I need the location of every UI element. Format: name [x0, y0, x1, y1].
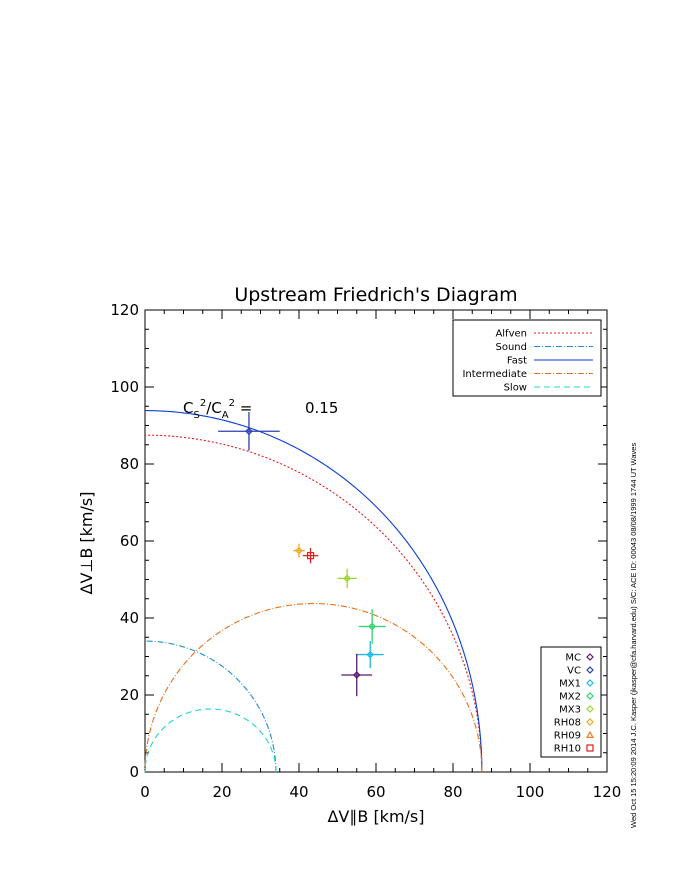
curve-legend-label: Fast	[507, 356, 527, 367]
x-tick-label: 80	[443, 783, 462, 801]
data-point-mx2	[358, 609, 386, 644]
point-legend-marker	[585, 730, 595, 738]
point-legend-label: RH09	[554, 731, 581, 742]
point-legend-label: RH08	[554, 718, 581, 729]
ratio-annotation: CS2/CA2 =	[183, 398, 252, 421]
curve-sound	[145, 640, 277, 772]
x-tick-label: 120	[593, 783, 622, 801]
x-axis-label: ΔV∥B [km/s]	[327, 807, 424, 826]
y-axis-label: ΔV⊥B [km/s]	[77, 492, 96, 595]
data-points	[218, 412, 386, 697]
point-legend-marker	[586, 679, 594, 687]
y-tick-label: 40	[120, 609, 139, 627]
point-legend-label: MC	[565, 653, 581, 664]
ratio-sup-a: 2	[229, 398, 235, 409]
y-tick-label: 20	[120, 686, 139, 704]
ratio-sub-s: S	[193, 410, 199, 421]
point-legend-marker	[586, 692, 594, 700]
ratio-sub-a: A	[222, 410, 229, 421]
ratio-sup-s: 2	[200, 398, 206, 409]
point-legend-marker	[586, 705, 594, 713]
y-tick-label: 120	[110, 301, 139, 319]
side-info-text: Wed Oct 15 15:20:09 2014 J.C. Kasper (jk…	[629, 443, 638, 828]
data-point-rh10	[302, 547, 319, 564]
curve-legend-label: Sound	[496, 342, 528, 353]
x-tick-label: 20	[212, 783, 231, 801]
curve-legend: Alfven Sound Fast Intermediate Slow	[452, 319, 602, 397]
point-legend-label: VC	[567, 666, 581, 677]
x-tick-label: 0	[140, 783, 150, 801]
y-tick-label: 0	[129, 763, 139, 781]
ratio-c-a: /C	[206, 399, 222, 417]
ratio-equals: =	[235, 399, 252, 417]
curve-alfven	[144, 434, 483, 773]
point-legend-marker	[586, 744, 594, 752]
point-legend: MC VC MX1 MX2 MX3 RH08 RH09 RH10	[540, 646, 602, 758]
point-marker	[343, 574, 351, 583]
point-legend-label: RH10	[554, 744, 581, 755]
y-tick-label: 80	[120, 455, 139, 473]
point-legend-label: MX2	[559, 692, 581, 703]
x-tick-label: 100	[516, 783, 545, 801]
x-tick-label: 40	[289, 783, 308, 801]
data-point-mx1	[356, 641, 384, 669]
data-point-mx3	[337, 568, 357, 588]
point-legend-label: MX3	[559, 705, 581, 716]
point-marker	[306, 552, 315, 560]
curve-fast	[144, 410, 483, 773]
point-marker	[368, 622, 376, 631]
curve-legend-label: Alfven	[495, 329, 527, 340]
x-tick-label: 60	[366, 783, 385, 801]
curve-legend-label: Intermediate	[462, 369, 527, 380]
curve-intermediate	[144, 603, 483, 773]
point-marker	[245, 427, 253, 436]
chart-title: Upstream Friedrich's Diagram	[234, 284, 517, 306]
point-legend-label: MX1	[559, 679, 581, 690]
y-tick-label: 100	[110, 378, 139, 396]
data-point-vc	[218, 412, 280, 451]
ratio-value: 0.15	[305, 399, 338, 417]
y-tick-label: 60	[120, 532, 139, 550]
axes: 0 20 40 60 80 100 120 0 20 40 60 80 100 120	[110, 301, 621, 801]
point-legend-box	[540, 646, 602, 758]
point-marker	[352, 671, 361, 679]
curve-slow	[144, 708, 277, 773]
ratio-c-s: C	[183, 399, 193, 417]
data-point-rh08	[293, 543, 305, 558]
curve-legend-label: Slow	[504, 383, 527, 394]
point-marker	[295, 546, 303, 555]
point-legend-marker	[586, 666, 594, 674]
data-point-mc	[341, 653, 373, 697]
point-legend-marker	[586, 718, 594, 726]
curves	[144, 410, 483, 773]
point-marker	[366, 650, 375, 659]
curve-legend-box	[452, 319, 602, 397]
point-legend-marker	[586, 653, 594, 661]
